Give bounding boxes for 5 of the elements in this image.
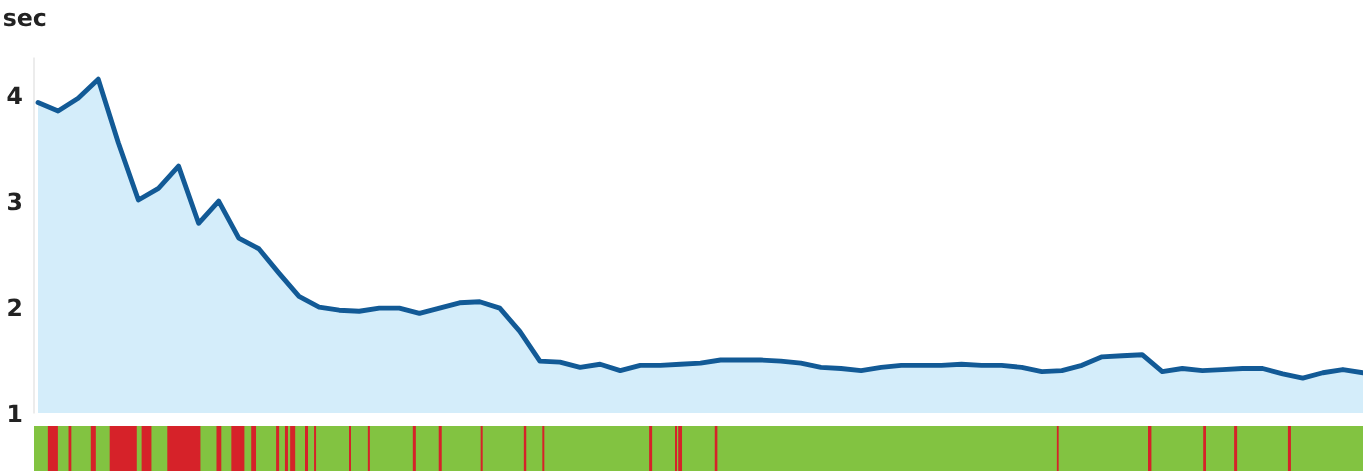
y-axis-title: sec xyxy=(3,12,46,27)
y-tick-label: 4 xyxy=(7,86,22,105)
y-tick-label: 2 xyxy=(8,298,21,316)
y-tick-label: 1 xyxy=(9,404,22,422)
y-tick-label: 3 xyxy=(8,192,22,211)
